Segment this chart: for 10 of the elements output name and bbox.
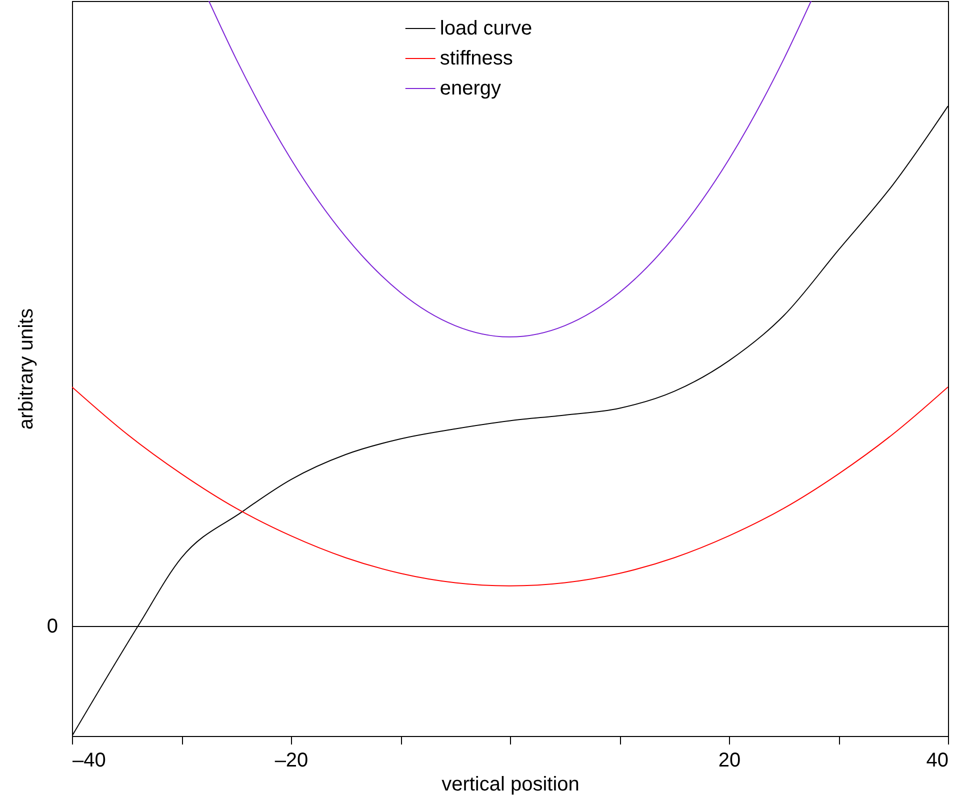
x-axis-title: vertical position [442,774,580,796]
legend-label: energy [440,78,502,100]
x-tick-label: –40 [72,750,106,772]
x-tick-label: –20 [274,750,308,772]
x-tick-label: 40 [926,750,948,772]
ref-line-label: 0 [46,616,58,638]
legend-label: load curve [440,18,532,40]
x-tick-label: 20 [718,750,741,772]
y-axis-title: arbitrary units [16,308,38,430]
legend-label: stiffness [440,48,513,70]
